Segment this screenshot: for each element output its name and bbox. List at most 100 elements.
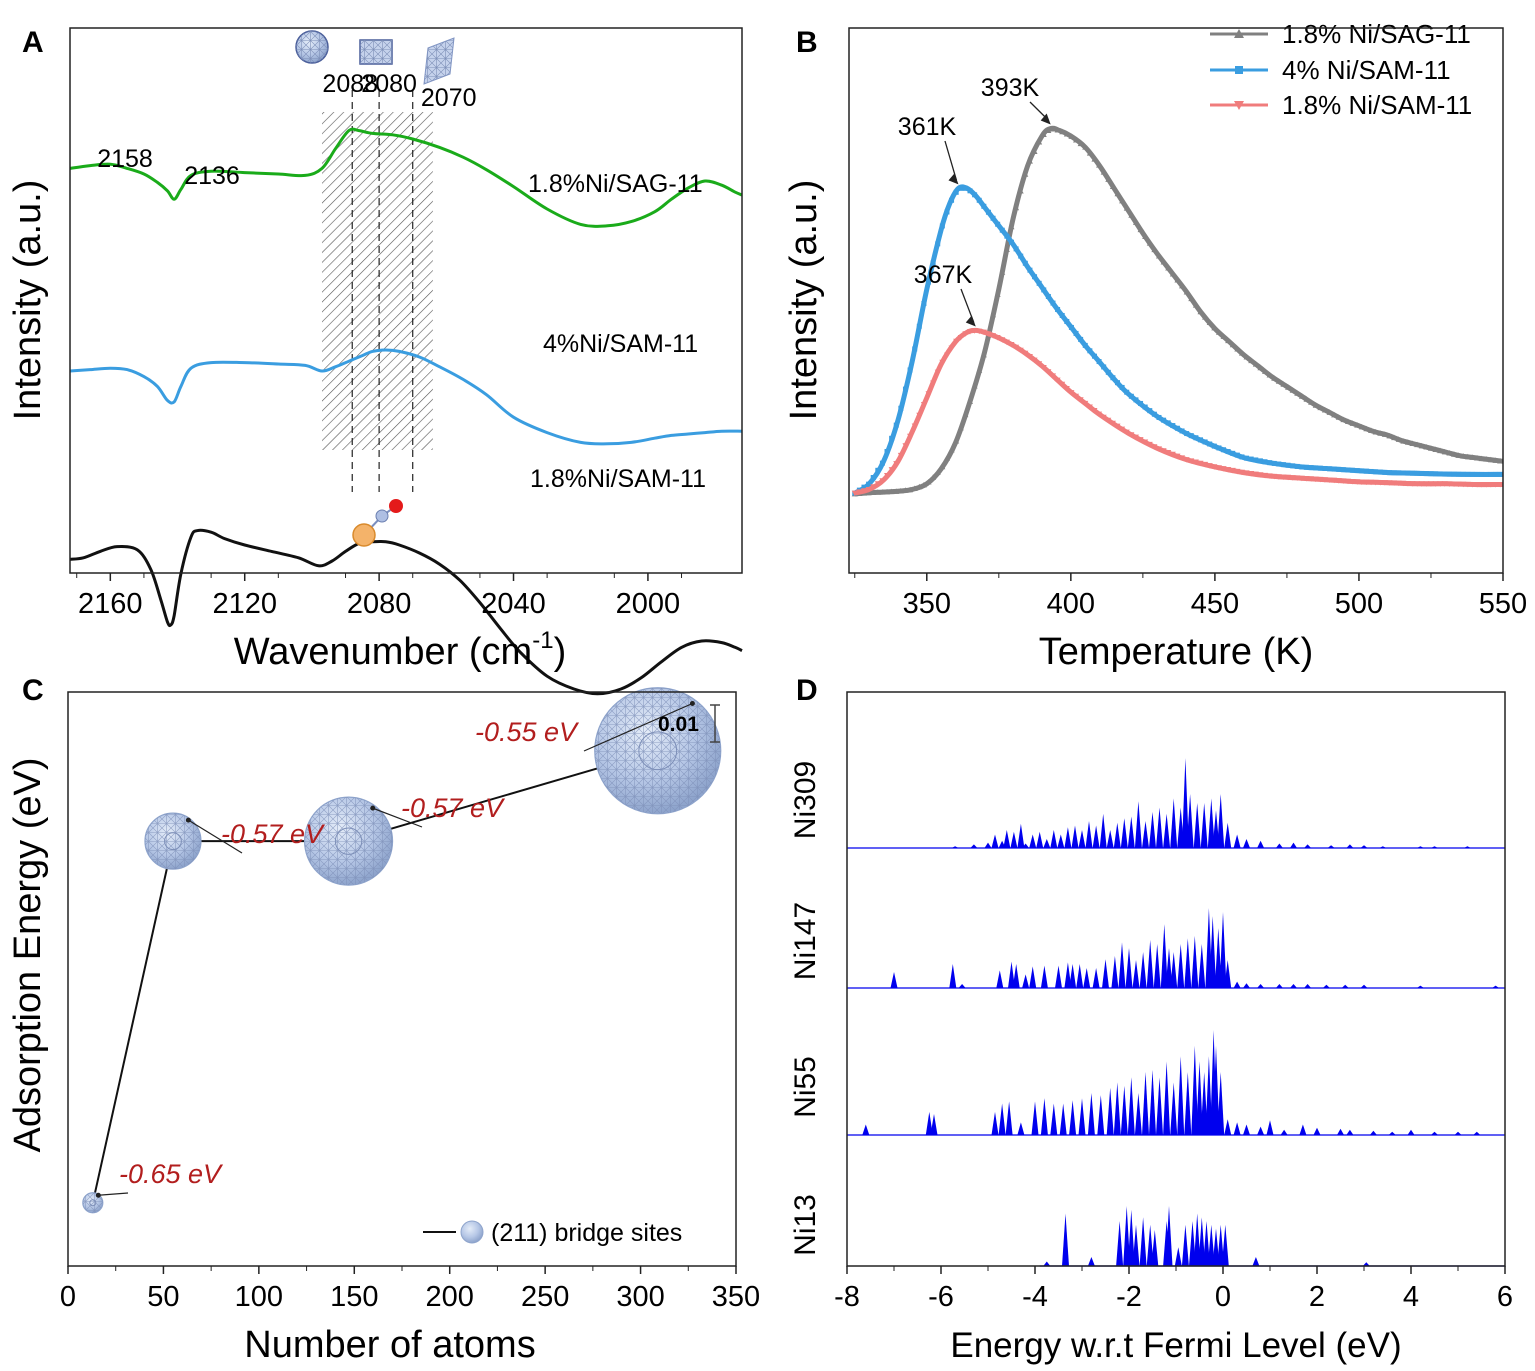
dos-peak bbox=[1022, 974, 1030, 988]
dos-peak bbox=[1346, 844, 1354, 848]
x-tick-label-0: 0 bbox=[60, 1281, 76, 1313]
annotation-arrowhead bbox=[1040, 113, 1051, 125]
dos-peak bbox=[1139, 952, 1147, 988]
dos-peak bbox=[1177, 1056, 1185, 1135]
dos-peak bbox=[1156, 807, 1163, 848]
x-tick-label-2040: 2040 bbox=[481, 588, 546, 620]
dos-peak bbox=[1257, 1126, 1265, 1135]
panel-a-series-labels: 1.8%Ni/SAG-11 4%Ni/SAM-11 1.8%Ni/SAM-11 bbox=[528, 170, 706, 493]
scale-bar-label: 0.01 bbox=[658, 713, 699, 736]
dos-peak bbox=[1092, 825, 1100, 848]
dos-peak bbox=[1337, 1128, 1344, 1135]
point-label-13: -0.65 eV bbox=[119, 1159, 224, 1189]
panel-b-annotations: 393K 361K 367K bbox=[898, 74, 1051, 327]
panel-c-x-ticks: 0 50 100 150 200 250 300 350 bbox=[60, 1266, 760, 1313]
panel-c: C -0.65 eV-0.57 eV-0.57 eV-0.55 eV 0.01 … bbox=[7, 674, 760, 1366]
x-tick-label--8: -8 bbox=[834, 1281, 860, 1313]
x-tick-label-4: 4 bbox=[1403, 1281, 1419, 1313]
x-tick-label--6: -6 bbox=[928, 1281, 954, 1313]
dos-peak bbox=[1198, 1217, 1206, 1266]
panel-a-y-axis-label: Intensity (a.u.) bbox=[7, 180, 49, 421]
point-label-arrowhead bbox=[689, 701, 695, 707]
dos-peak bbox=[1193, 1213, 1201, 1266]
dos-peak bbox=[1224, 822, 1232, 848]
dos-peak bbox=[1165, 1206, 1173, 1266]
dos-label-Ni13: Ni13 bbox=[789, 1194, 822, 1256]
dos-peak bbox=[1205, 1056, 1213, 1135]
x-tick-label-0: 0 bbox=[1215, 1281, 1231, 1313]
dos-peak bbox=[1116, 1221, 1124, 1266]
reference-label-2080: 2080 bbox=[361, 70, 417, 98]
dos-peak bbox=[1198, 944, 1206, 988]
dos-peak bbox=[1346, 1129, 1354, 1135]
x-tick-label-50: 50 bbox=[147, 1281, 179, 1313]
series-label-18ni-sam11: 1.8%Ni/SAM-11 bbox=[530, 465, 706, 493]
panel-a-hatched-band bbox=[322, 112, 433, 450]
dos-peak bbox=[1313, 1127, 1321, 1135]
dos-peak bbox=[1233, 981, 1241, 988]
x-tick-label-2080: 2080 bbox=[347, 588, 412, 620]
dos-peak bbox=[1170, 952, 1178, 988]
x-tick-label-2120: 2120 bbox=[212, 588, 277, 620]
dos-peak bbox=[1127, 1077, 1135, 1135]
reference-label-2088: 2088 bbox=[322, 70, 378, 98]
panel-a-plot-frame bbox=[69, 27, 743, 574]
dos-peak bbox=[1360, 984, 1368, 988]
panel-b-plot-frame bbox=[848, 27, 1504, 574]
dos-peak bbox=[1085, 821, 1093, 848]
panel-b-y-axis-label: Intensity (a.u.) bbox=[783, 180, 825, 421]
x-tick-label-550: 550 bbox=[1479, 588, 1527, 620]
dos-peak bbox=[1050, 830, 1058, 848]
panel-a-reference-lines bbox=[351, 90, 414, 492]
trend-line-segment bbox=[93, 868, 168, 1194]
dos-peak bbox=[1064, 962, 1072, 988]
dos-peak bbox=[1010, 831, 1018, 848]
dos-peak bbox=[1193, 803, 1201, 848]
dos-peak bbox=[1142, 1072, 1149, 1135]
dos-peak bbox=[1388, 1131, 1396, 1135]
cluster-point-309 bbox=[594, 687, 722, 815]
dos-peak bbox=[1120, 1085, 1128, 1135]
dos-peak bbox=[1454, 1131, 1462, 1135]
panel-c-x-axis-label: Number of atoms bbox=[244, 1324, 535, 1366]
panel-a: A 1.8%Ni/SAG-11 4%Ni/SAM-11 1.8%Ni/SAM-1… bbox=[7, 26, 743, 696]
dos-peak bbox=[862, 1124, 870, 1135]
dos-peak bbox=[1040, 965, 1048, 988]
panel-a-letter: A bbox=[22, 26, 44, 59]
tpd-markers-1 bbox=[852, 185, 1503, 496]
dos-peak bbox=[1416, 846, 1424, 848]
annotation-arrowhead bbox=[965, 315, 976, 327]
series-label-sag11: 1.8%Ni/SAG-11 bbox=[528, 170, 703, 198]
tpd-line-0 bbox=[854, 125, 1504, 497]
legend-sag11: 1.8% Ni/SAG-11 bbox=[1282, 19, 1471, 49]
dos-peak bbox=[1290, 984, 1297, 988]
dos-peak bbox=[1134, 801, 1142, 848]
x-tick-label--2: -2 bbox=[1116, 1281, 1142, 1313]
dos-peak bbox=[1275, 843, 1283, 848]
dos-peak bbox=[1181, 1224, 1189, 1266]
series-line-0 bbox=[69, 127, 743, 228]
dos-peak bbox=[1266, 1120, 1274, 1135]
point-label-arrow bbox=[98, 1192, 129, 1196]
dos-peak bbox=[1106, 830, 1114, 848]
dos-peak bbox=[1416, 985, 1424, 988]
dos-peak bbox=[1069, 964, 1077, 988]
dos-peak bbox=[970, 844, 978, 848]
x-tick-label-450: 450 bbox=[1191, 588, 1239, 620]
dos-peak bbox=[1146, 940, 1154, 988]
dos-peak bbox=[1379, 846, 1387, 848]
cluster-point-55 bbox=[144, 812, 202, 870]
dos-peak bbox=[1113, 822, 1121, 848]
point-label-arrowhead bbox=[185, 817, 191, 823]
dos-peak bbox=[1165, 948, 1173, 988]
panel-c-clusters bbox=[82, 687, 722, 1214]
panel-b-letter: B bbox=[796, 26, 818, 59]
panel-b-legend: 1.8% Ni/SAG-11 4% Ni/SAM-11 1.8% Ni/SAM-… bbox=[1210, 19, 1472, 120]
dos-peak bbox=[1196, 1061, 1203, 1135]
nanoparticle-slab-icon bbox=[359, 39, 393, 65]
dos-peak bbox=[1360, 845, 1368, 848]
dos-peak bbox=[1177, 944, 1185, 988]
dos-peak bbox=[1184, 1072, 1192, 1135]
dos-peak bbox=[996, 970, 1004, 988]
dos-peak bbox=[1057, 834, 1065, 848]
